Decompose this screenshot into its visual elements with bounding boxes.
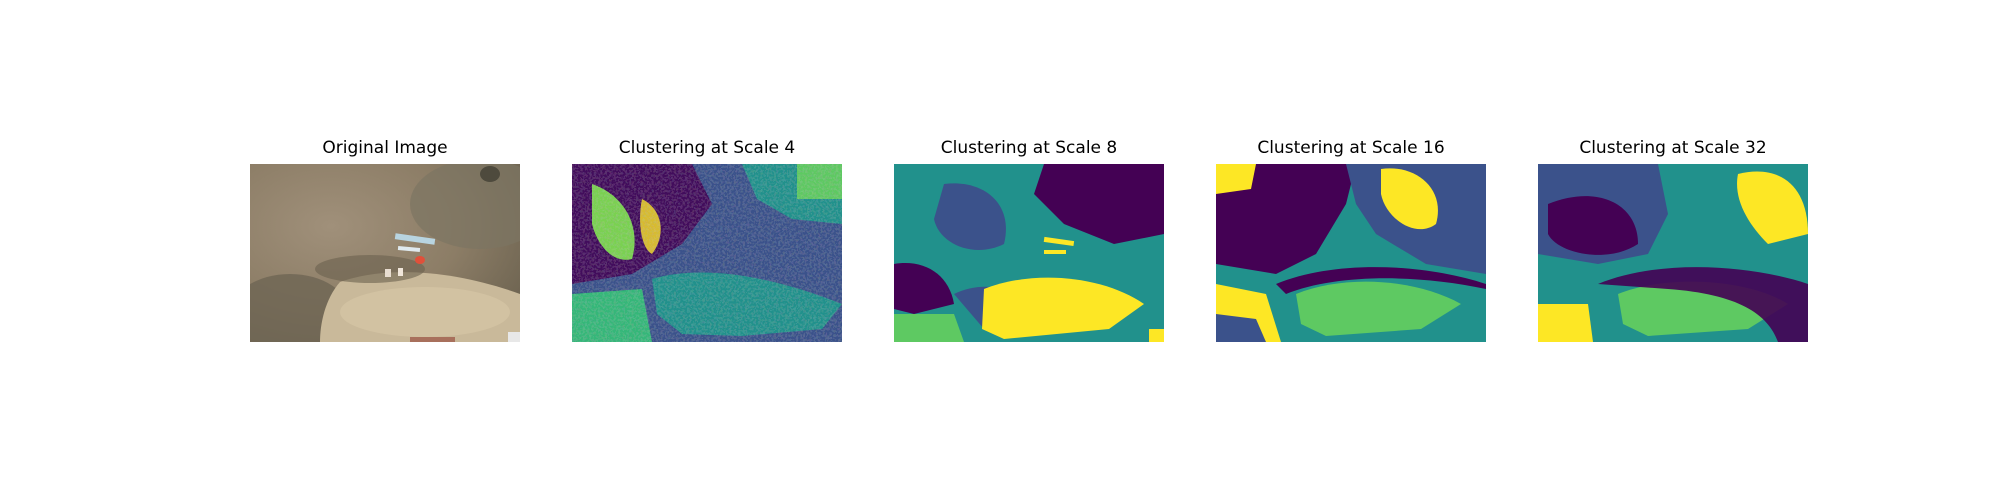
cluster-map-scale-8 [894, 164, 1164, 342]
panel-title: Clustering at Scale 8 [940, 138, 1118, 158]
cluster-map-scale-4 [572, 164, 842, 342]
original-aerial-image [250, 164, 520, 342]
panel-title: Clustering at Scale 16 [1257, 138, 1445, 158]
panel-title: Clustering at Scale 32 [1579, 138, 1767, 158]
panel-title: Original Image [322, 138, 448, 158]
cluster-map-scale-32 [1538, 164, 1808, 342]
panel-title: Clustering at Scale 4 [618, 138, 796, 158]
cluster-map-scale-16 [1216, 164, 1486, 342]
